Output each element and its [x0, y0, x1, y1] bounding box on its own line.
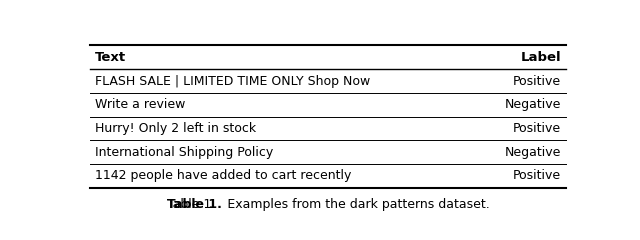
Text: Table 1.: Table 1.: [166, 198, 221, 211]
Text: 1142 people have added to cart recently: 1142 people have added to cart recently: [95, 169, 351, 182]
Text: Write a review: Write a review: [95, 98, 185, 111]
Text: Positive: Positive: [513, 122, 561, 135]
Text: Positive: Positive: [513, 74, 561, 88]
Text: Table 1.   Examples from the dark patterns dataset.: Table 1. Examples from the dark patterns…: [166, 198, 490, 211]
Text: Positive: Positive: [513, 169, 561, 182]
Text: Text: Text: [95, 51, 126, 64]
Text: Negative: Negative: [505, 146, 561, 159]
Text: Hurry! Only 2 left in stock: Hurry! Only 2 left in stock: [95, 122, 256, 135]
Text: Label: Label: [520, 51, 561, 64]
Text: International Shipping Policy: International Shipping Policy: [95, 146, 273, 159]
Text: FLASH SALE | LIMITED TIME ONLY Shop Now: FLASH SALE | LIMITED TIME ONLY Shop Now: [95, 74, 370, 88]
Text: Negative: Negative: [505, 98, 561, 111]
